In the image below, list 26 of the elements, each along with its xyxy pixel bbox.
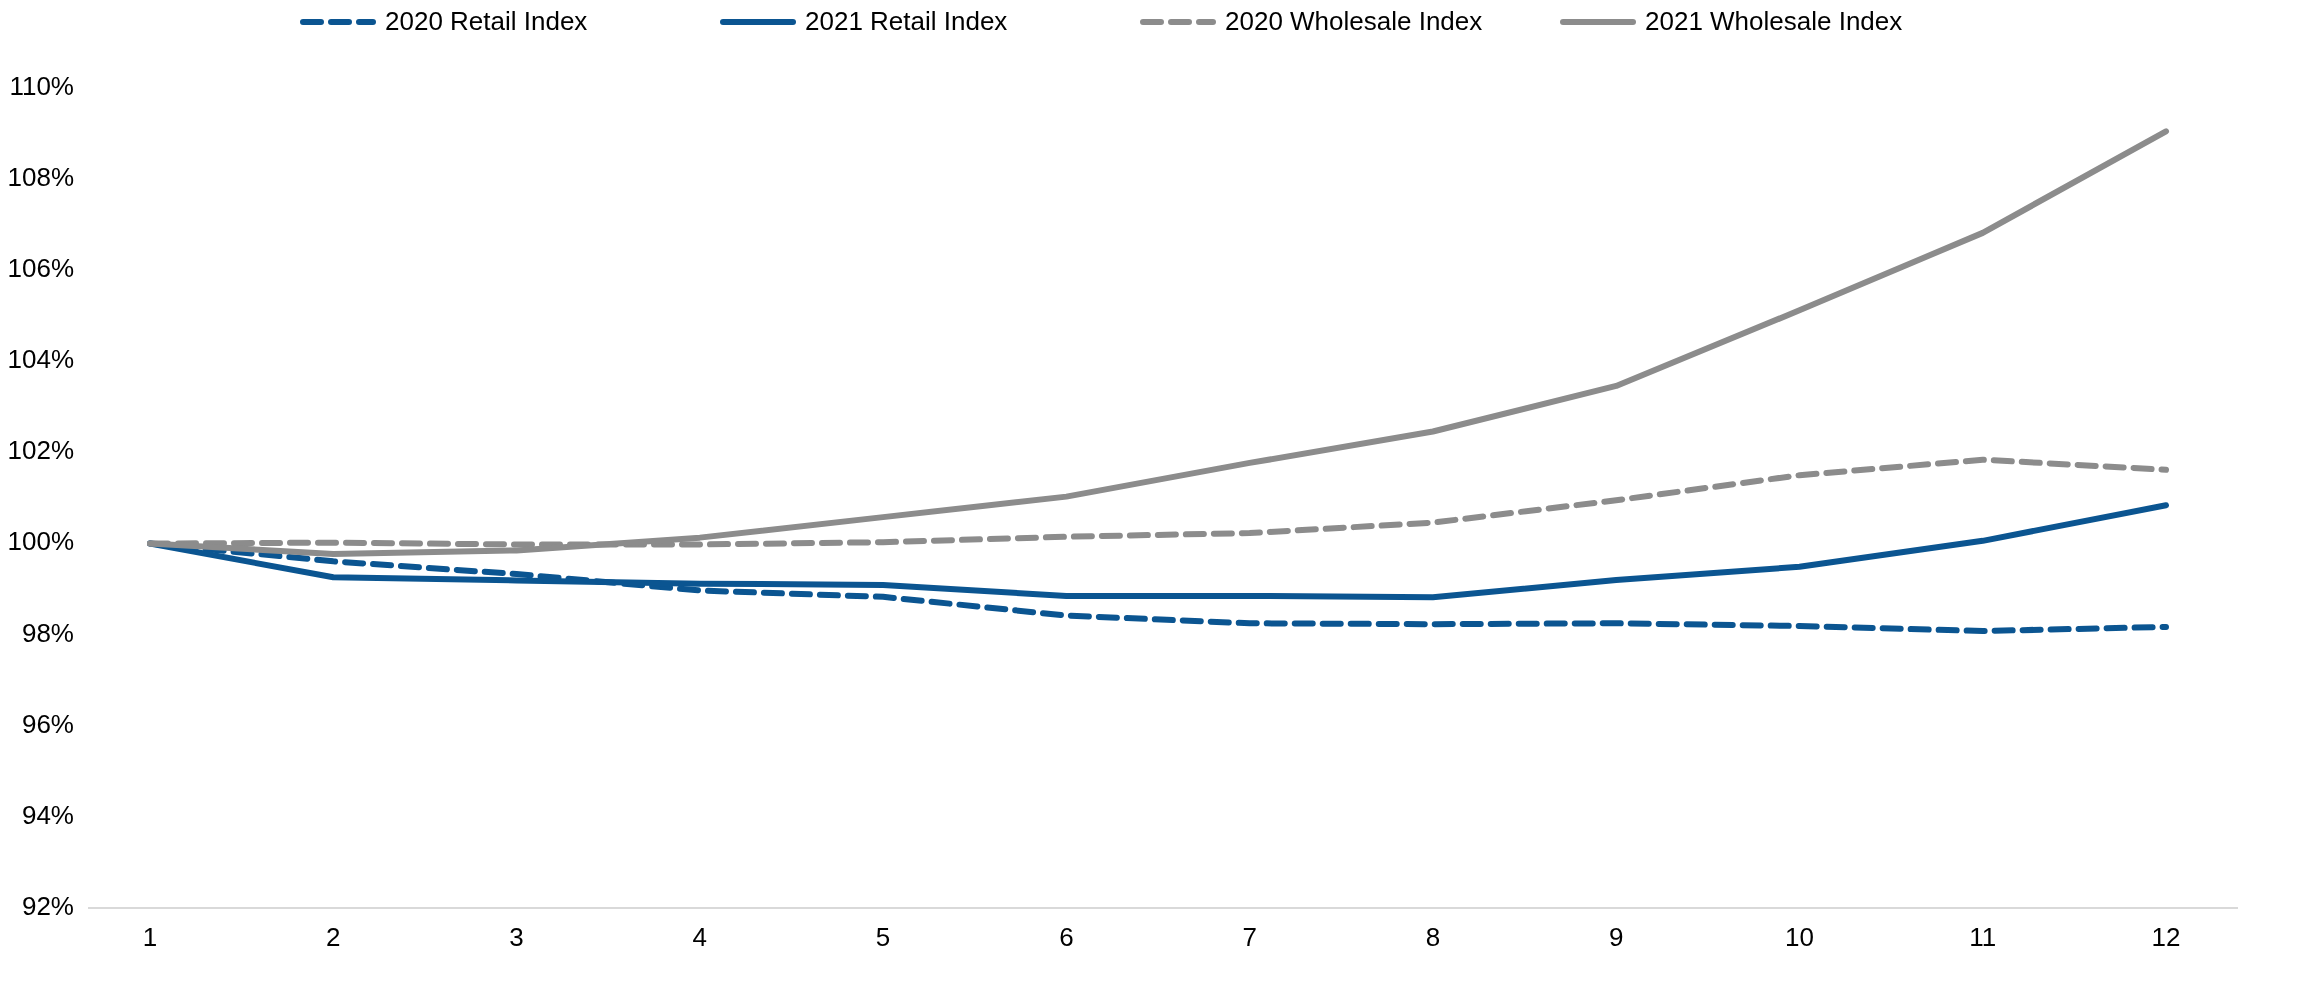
legend-label: 2021 Wholesale Index xyxy=(1645,6,1903,36)
x-tick-label: 12 xyxy=(2151,922,2181,952)
y-tick-label: 94% xyxy=(21,799,74,830)
x-tick-label: 4 xyxy=(692,922,708,952)
y-tick-label: 98% xyxy=(21,617,74,648)
x-tick-label: 9 xyxy=(1608,922,1624,952)
y-tick-label: 96% xyxy=(21,708,74,739)
x-tick-label: 1 xyxy=(142,922,158,952)
y-tick-label: 92% xyxy=(21,890,74,921)
x-tick-label: 2 xyxy=(326,922,341,952)
x-tick-label: 5 xyxy=(875,922,891,952)
x-tick-label: 8 xyxy=(1425,922,1441,952)
y-tick-label: 104% xyxy=(7,344,74,375)
y-tick-label: 102% xyxy=(7,435,74,466)
legend-label: 2020 Wholesale Index xyxy=(1225,6,1483,36)
y-tick-label: 100% xyxy=(7,526,74,557)
y-tick-label: 106% xyxy=(7,253,74,284)
legend-label: 2020 Retail Index xyxy=(385,6,588,36)
legend-label: 2021 Retail Index xyxy=(805,6,1008,36)
x-tick-label: 11 xyxy=(1969,922,1997,952)
x-tick-label: 10 xyxy=(1784,922,1814,952)
x-tick-label: 6 xyxy=(1059,922,1074,952)
x-tick-label: 7 xyxy=(1242,922,1257,952)
x-tick-label: 3 xyxy=(509,922,524,952)
y-tick-label: 108% xyxy=(7,161,74,192)
y-tick-label: 110% xyxy=(9,70,74,101)
